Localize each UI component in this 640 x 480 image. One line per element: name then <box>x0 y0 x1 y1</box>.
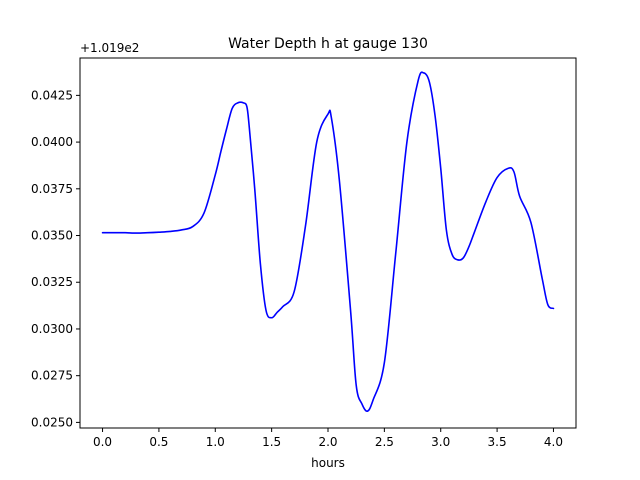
x-tick-label: 0.0 <box>93 435 112 449</box>
plot-area <box>101 71 555 413</box>
y-offset-text: +1.019e2 <box>80 41 139 55</box>
y-tick-label: 0.0275 <box>31 369 73 383</box>
x-tick-label: 3.5 <box>488 435 507 449</box>
x-axis-label: hours <box>311 456 345 470</box>
y-axis: 0.0250 0.0275 0.0300 0.0325 0.0350 0.0375 0.04… <box>31 88 80 429</box>
x-tick-label: 2.0 <box>318 435 337 449</box>
series-line <box>101 71 555 413</box>
y-tick-label: 0.0425 <box>31 88 73 102</box>
x-tick-label: 3.0 <box>431 435 450 449</box>
y-tick-label: 0.0400 <box>31 135 73 149</box>
axes-frame <box>79 57 577 429</box>
y-tick-label: 0.0325 <box>31 275 73 289</box>
y-tick-label: 0.0375 <box>31 182 73 196</box>
x-axis: 0.0 0.5 1.0 1.5 2.0 2.5 3.0 3.5 4.0 <box>93 428 563 449</box>
y-tick-label: 0.0250 <box>31 415 73 429</box>
x-tick-label: 1.0 <box>206 435 225 449</box>
x-tick-label: 1.5 <box>262 435 281 449</box>
x-tick-label: 4.0 <box>544 435 563 449</box>
x-tick-label: 2.5 <box>375 435 394 449</box>
y-tick-label: 0.0350 <box>31 229 73 243</box>
y-tick-label: 0.0300 <box>31 322 73 336</box>
chart-title: Water Depth h at gauge 130 <box>228 36 428 52</box>
x-tick-label: 0.5 <box>149 435 168 449</box>
